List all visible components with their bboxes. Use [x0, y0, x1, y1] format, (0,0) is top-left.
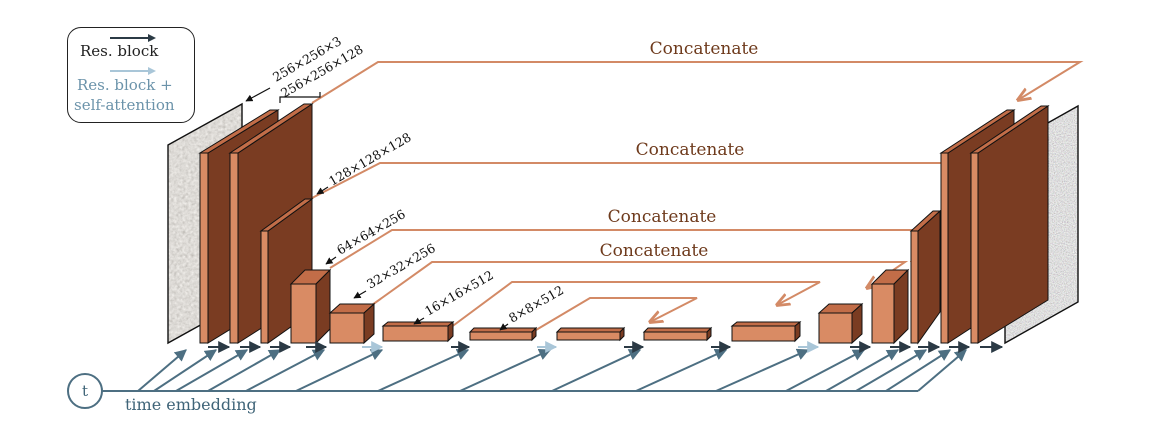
dim-label-level5: 16×16×512: [422, 267, 496, 318]
decoder-block-7: [969, 105, 1050, 344]
time-node-label: t: [82, 382, 88, 400]
decoder-block-1: [642, 326, 713, 342]
decoder-block-2: [730, 320, 802, 343]
encoder-block-5: [328, 302, 376, 345]
legend-res-block: Res. block: [80, 42, 159, 60]
time-embedding-lines: [104, 348, 967, 392]
decoder-block-4: [870, 268, 910, 345]
decoder-blocks: [642, 105, 1050, 345]
skip-label-1: Concatenate: [650, 39, 759, 59]
legend-res-attention-line1: Res. block +: [77, 76, 173, 94]
encoder-block-6: [381, 320, 455, 343]
skip-connections: [311, 61, 1084, 331]
decoder-block-3: [817, 302, 864, 345]
skip-connection-2: [311, 162, 1004, 204]
attention-arrow-icon: [110, 67, 156, 75]
encoder-block-7: [468, 326, 538, 342]
dim-label-level2: 128×128×128: [326, 129, 414, 188]
bottleneck-block: [555, 326, 626, 342]
res-block-arrow-icon: [110, 34, 156, 42]
legend: Res. block Res. block + self-attention: [67, 27, 195, 123]
skip-label-3: Concatenate: [608, 207, 717, 227]
encoder-blocks: [198, 103, 626, 345]
legend-res-attention-line2: self-attention: [74, 96, 175, 114]
skip-label-4: Concatenate: [600, 241, 709, 261]
skip-connection-6: [535, 297, 698, 331]
skip-label-2: Concatenate: [636, 140, 745, 160]
encoder-block-4: [289, 268, 332, 345]
skip-connection-5: [449, 281, 821, 329]
dimension-pointers: [245, 87, 509, 331]
dim-label-level3: 64×64×256: [334, 206, 408, 257]
decoder-block-5: [909, 209, 942, 345]
skip-connection-1: [311, 61, 1084, 104]
dim-label-level6: 8×8×512: [506, 282, 566, 325]
time-embedding-label: time embedding: [125, 395, 257, 414]
